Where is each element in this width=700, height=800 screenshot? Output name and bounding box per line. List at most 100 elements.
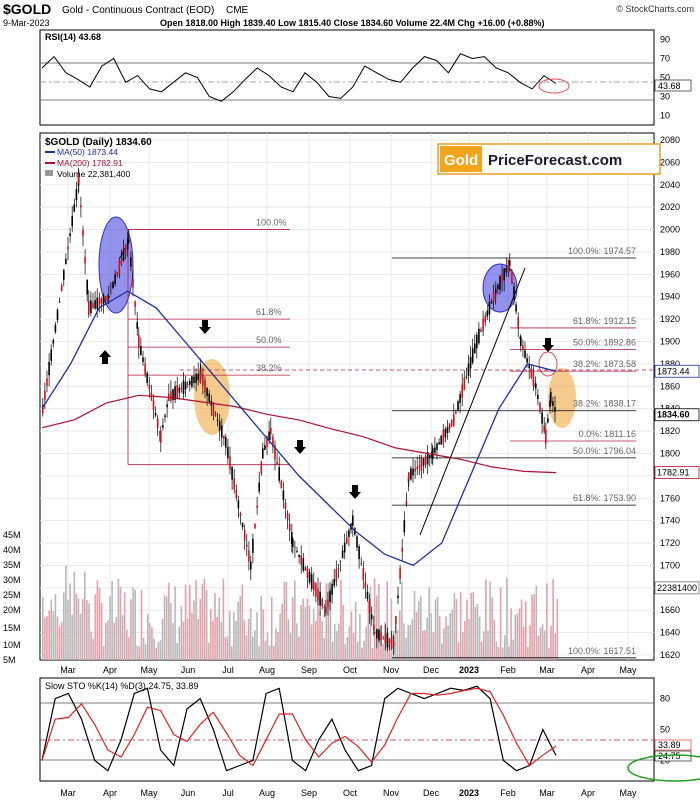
uptrend-line: [419, 267, 526, 536]
volume-bar: [277, 631, 279, 660]
volume-bar: [483, 631, 485, 660]
candle-body: [505, 267, 508, 273]
volume-bar: [176, 643, 178, 660]
price-tick-label: 1720: [660, 538, 680, 548]
volume-bar: [50, 599, 52, 660]
volume-bar: [279, 613, 281, 660]
quote-line: Open 1818.00 High 1839.40 Low 1815.40 Cl…: [160, 18, 545, 28]
volume-bar: [172, 622, 174, 660]
volume-bar: [254, 630, 256, 660]
candle-body: [98, 297, 101, 307]
volume-bar: [189, 585, 191, 660]
volume-bar: [216, 616, 218, 660]
volume-tick-label: 20M: [3, 605, 21, 615]
candle-body: [313, 581, 315, 591]
volume-bar: [151, 627, 153, 660]
volume-bar: [136, 645, 139, 660]
candle-body: [495, 289, 497, 293]
x-tick-label: Jun: [181, 788, 196, 798]
price-tick-label: 1700: [660, 560, 680, 570]
candle-body: [543, 425, 545, 432]
candle-body: [241, 522, 244, 528]
arrow-down-icon: [349, 485, 361, 499]
volume-bar: [90, 631, 92, 660]
volume-bar: [495, 641, 498, 660]
volume-tick-label: 45M: [3, 530, 21, 540]
volume-bar: [453, 592, 456, 660]
volume-bar: [478, 616, 481, 660]
volume-bar: [182, 621, 185, 660]
candle-body: [362, 567, 365, 581]
volume-bar: [235, 620, 237, 660]
candle-body: [484, 315, 486, 323]
volume-bar: [497, 647, 500, 660]
volume-bar: [258, 646, 260, 660]
volume-bar: [117, 578, 120, 660]
candle-body: [380, 632, 382, 641]
volume-tick-label: 40M: [3, 545, 21, 555]
volume-bar: [100, 603, 103, 660]
volume-bar: [71, 614, 73, 660]
candle-body: [348, 530, 350, 537]
candle-body: [331, 584, 333, 595]
price-tick-label: 1980: [660, 247, 680, 257]
candle-body: [258, 482, 260, 492]
arrow-down-icon: [294, 440, 306, 454]
candle-body: [229, 456, 231, 470]
volume-bar: [214, 593, 216, 660]
candle-body: [300, 555, 302, 565]
candle-body: [178, 387, 181, 393]
candle-body: [434, 447, 436, 453]
candle-body: [272, 436, 274, 447]
candle-body: [528, 365, 530, 369]
candle-body: [92, 303, 94, 308]
volume-bar: [233, 611, 235, 660]
rsi-tick-label: 70: [660, 54, 670, 64]
candle-body: [339, 561, 342, 563]
volume-bar: [63, 592, 65, 660]
candle-body: [172, 389, 174, 401]
volume-bar: [422, 630, 424, 660]
volume-bar: [48, 610, 50, 660]
candle-body: [436, 443, 438, 450]
candle-body: [346, 537, 348, 544]
candle-body: [266, 436, 268, 448]
volume-bar: [336, 630, 338, 660]
x-tick-label: May: [140, 788, 158, 798]
fib-2023-label: 61.8%: 1912.15: [573, 316, 636, 326]
volume-bar: [455, 598, 458, 660]
volume-bar: [94, 594, 97, 660]
x-tick-label: Jun: [181, 665, 196, 675]
candle-body: [416, 466, 418, 470]
candle-body: [197, 373, 199, 381]
candle-body: [446, 427, 449, 433]
price-tick-label: 1920: [660, 314, 680, 324]
volume-bar: [464, 620, 466, 660]
watermark: © StockCharts.com: [616, 4, 694, 14]
candle-body: [291, 532, 293, 544]
volume-bar: [361, 647, 363, 660]
x-tick-label: Mar: [539, 665, 555, 675]
candle-body: [547, 418, 549, 423]
candle-body: [503, 268, 505, 281]
candle-body: [174, 386, 176, 401]
volume-bar: [249, 608, 252, 660]
volume-bar: [58, 626, 61, 660]
volume-bar: [554, 633, 556, 660]
volume-bar: [210, 609, 212, 660]
x-tick-label: Sep: [301, 665, 317, 675]
x-tick-label: Nov: [383, 665, 400, 675]
price-tick-label: 1960: [660, 269, 680, 279]
x-tick-label: Jul: [222, 665, 234, 675]
candle-body: [390, 636, 393, 649]
candle-body: [60, 285, 63, 291]
candle-body: [526, 358, 528, 363]
candle-body: [124, 244, 127, 255]
volume-bar: [556, 598, 559, 660]
volume-bar: [390, 598, 393, 660]
volume-bar: [86, 600, 88, 660]
candle-body: [403, 520, 406, 533]
volume-bar: [247, 618, 250, 660]
